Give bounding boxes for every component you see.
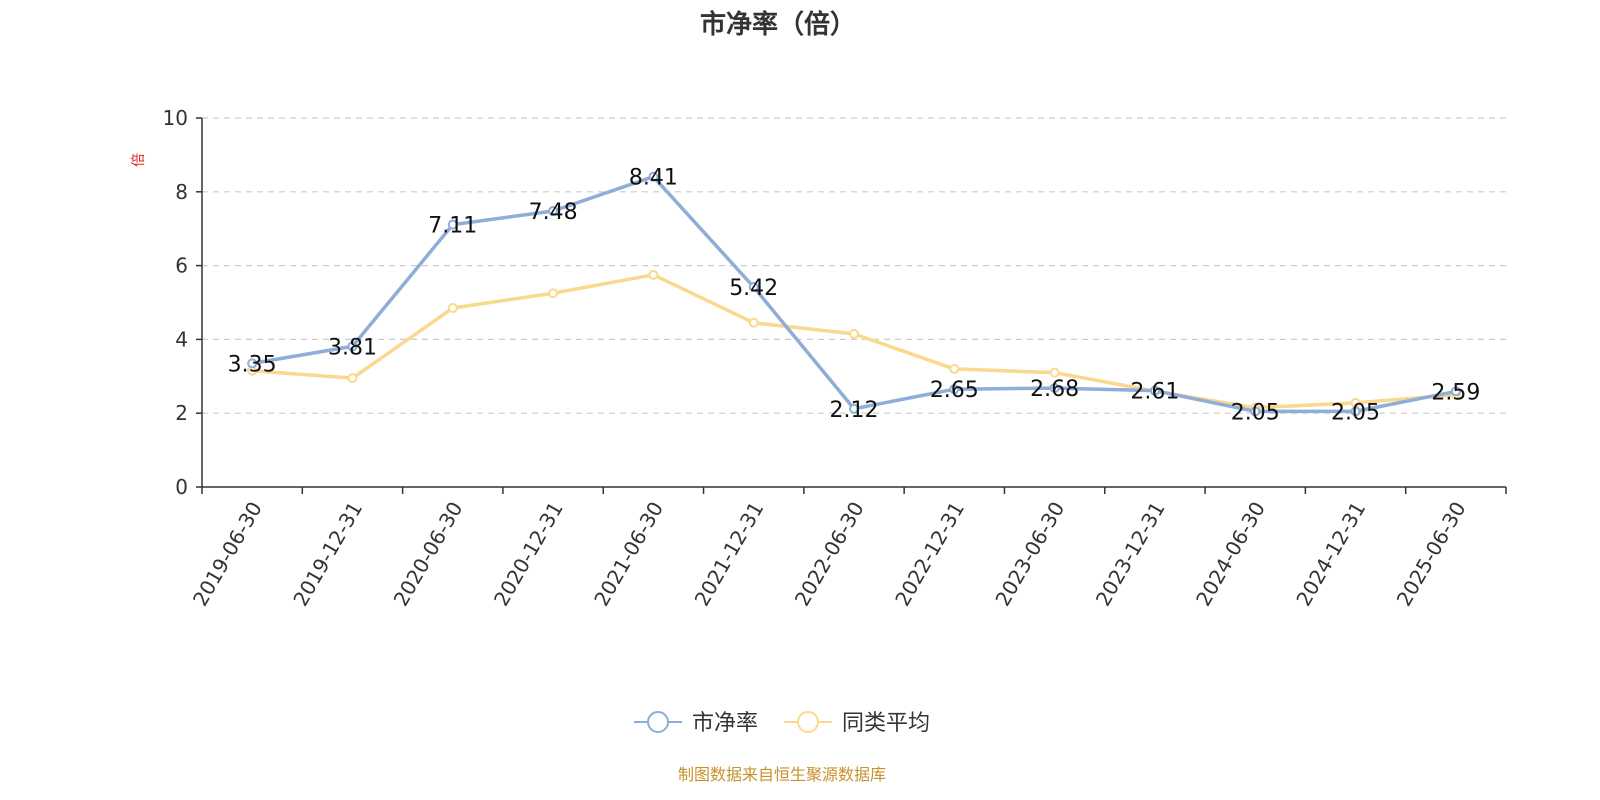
data-point (347, 373, 358, 384)
y-tick-label: 8 (175, 180, 188, 204)
x-tick-label: 2022-06-30 (790, 498, 869, 611)
data-point (748, 317, 759, 328)
data-point (1049, 367, 1060, 378)
x-tick-label: 2022-12-31 (890, 497, 969, 610)
y-tick-label: 4 (175, 327, 188, 351)
x-tick-label: 2023-12-31 (1091, 498, 1170, 611)
data-point (949, 384, 960, 395)
x-tick-label: 2019-12-31 (288, 498, 367, 611)
x-tick-label: 2023-06-30 (990, 498, 1069, 611)
legend: 市净率 同类平均 (634, 711, 930, 736)
y-tick-label: 0 (175, 475, 188, 499)
data-label: 7.48 (529, 200, 578, 225)
legend-label: 市净率 (692, 711, 758, 736)
data-point (748, 282, 759, 293)
data-label: 2.12 (830, 398, 879, 423)
data-label: 2.61 (1130, 380, 1179, 405)
data-point (949, 363, 960, 374)
data-point (548, 288, 559, 299)
series-layer (247, 171, 1461, 417)
legend-swatch-marker (647, 711, 669, 733)
legend-label: 同类平均 (842, 711, 930, 736)
data-label: 2.05 (1331, 400, 1380, 425)
data-point (447, 219, 458, 230)
x-tick-label: 2025-06-30 (1392, 498, 1471, 611)
data-labels: 3.35 3.81 7.11 7.48 8.41 5.42 2.12 2.65 2.68 2.61… (228, 166, 1481, 426)
data-label: 5.42 (729, 276, 778, 301)
data-point (247, 358, 258, 369)
data-label: 7.11 (428, 214, 477, 239)
data-point (648, 269, 659, 280)
legend-swatch-marker (797, 711, 819, 733)
x-tick-label: 2021-06-30 (589, 498, 668, 611)
data-point (1250, 406, 1261, 417)
data-point (447, 303, 458, 314)
data-point (347, 341, 358, 352)
data-label: 2.05 (1231, 400, 1280, 425)
source-note: 制图数据来自恒生聚源数据库 (678, 765, 886, 784)
data-label: 3.81 (328, 335, 377, 360)
data-label: 8.41 (629, 166, 678, 191)
data-point (648, 171, 659, 182)
y-tick-label: 2 (175, 401, 188, 425)
data-label: 2.59 (1431, 380, 1480, 405)
data-point (849, 403, 859, 414)
series-line (250, 174, 1458, 414)
x-tick-label: 2020-06-30 (389, 498, 468, 611)
data-point (1450, 386, 1461, 397)
x-tick-label: 2024-12-31 (1291, 498, 1370, 611)
data-point (548, 205, 559, 216)
data-label: 3.35 (228, 352, 277, 377)
x-tick-label: 2021-12-31 (690, 498, 769, 611)
series-line (250, 273, 1458, 410)
data-point (1049, 383, 1060, 394)
chart-title: 市净率（倍） (700, 9, 856, 40)
data-label: 2.68 (1030, 377, 1079, 402)
x-tick-label: 2024-06-30 (1191, 498, 1270, 611)
y-tick-label: 10 (163, 106, 188, 130)
data-label: 2.65 (930, 378, 979, 403)
data-point (849, 328, 859, 339)
y-axis-label: 倍 (131, 153, 147, 167)
y-tick-label: 6 (175, 254, 188, 278)
data-point (1149, 385, 1160, 396)
x-tick-label: 2019-06-30 (188, 498, 267, 611)
data-point (1350, 406, 1361, 417)
gridlines (202, 117, 1506, 414)
x-tick-label: 2020-12-31 (489, 498, 568, 611)
